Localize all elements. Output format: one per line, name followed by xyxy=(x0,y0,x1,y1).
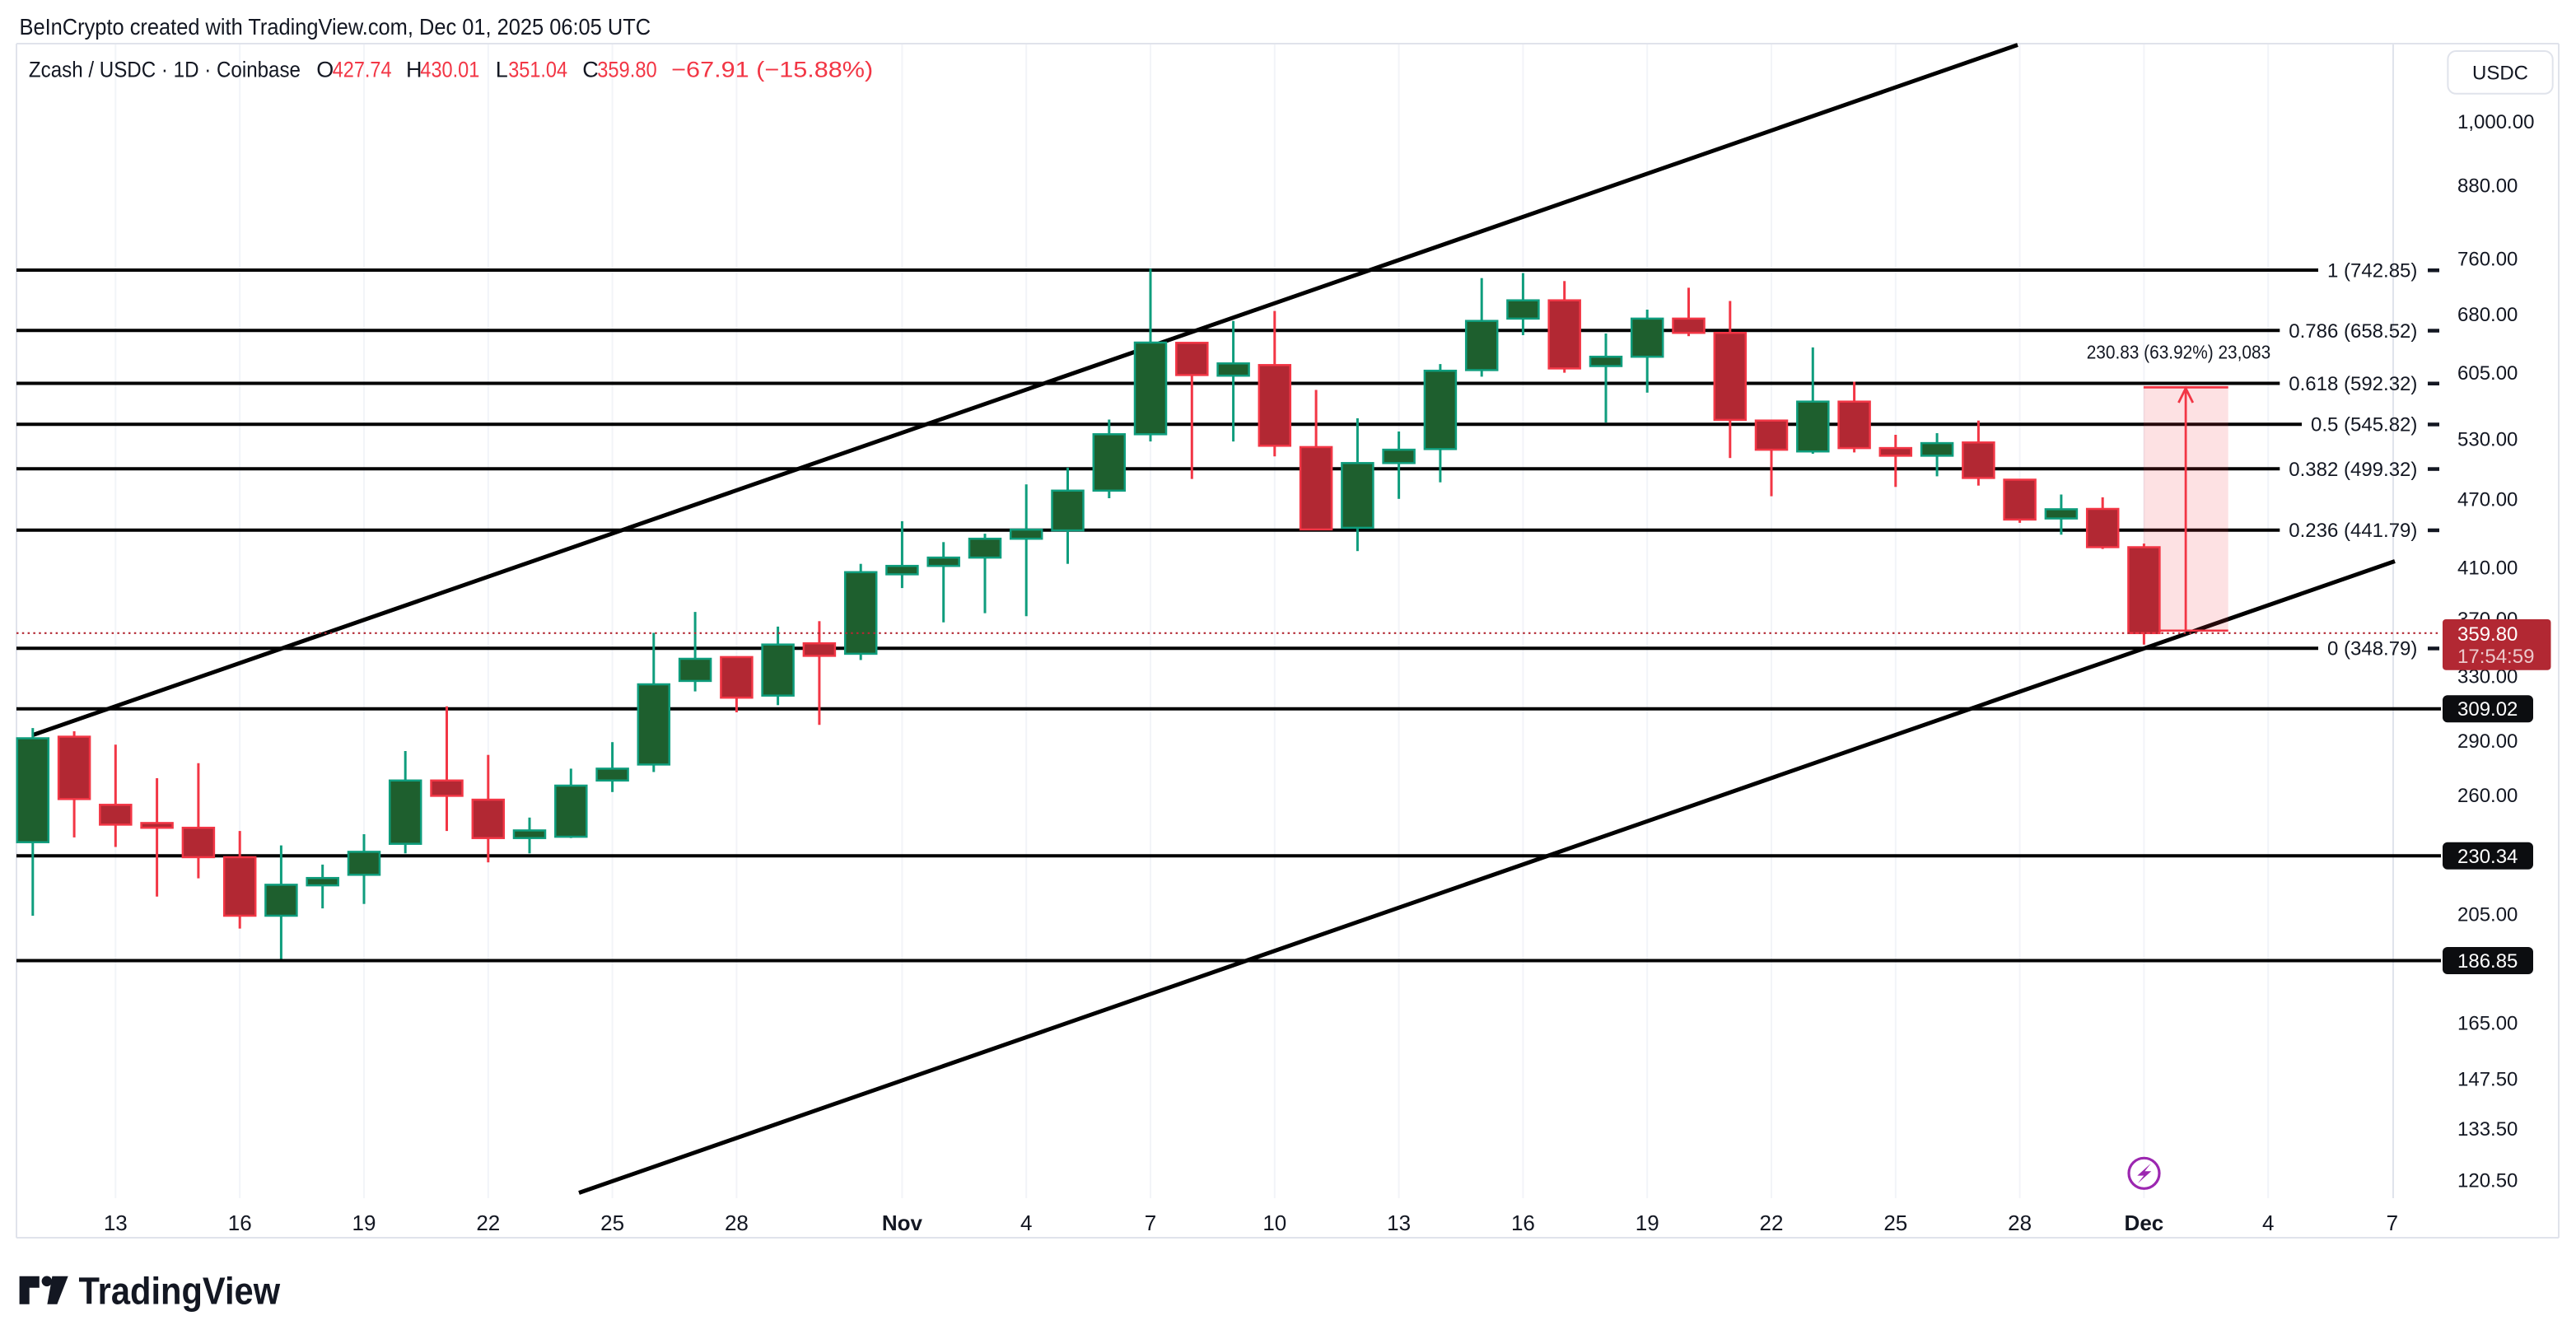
svg-text:186.85: 186.85 xyxy=(2457,950,2518,973)
svg-text:4: 4 xyxy=(2262,1211,2274,1235)
svg-text:USDC: USDC xyxy=(2472,63,2528,85)
svg-text:1,000.00: 1,000.00 xyxy=(2457,111,2534,133)
svg-text:260.00: 260.00 xyxy=(2457,785,2518,807)
svg-text:Nov: Nov xyxy=(882,1211,923,1235)
svg-text:0.786 (658.52): 0.786 (658.52) xyxy=(2289,320,2417,343)
svg-text:359.80: 359.80 xyxy=(597,58,657,82)
svg-text:410.00: 410.00 xyxy=(2457,558,2518,580)
svg-text:17:54:59: 17:54:59 xyxy=(2457,646,2534,668)
svg-text:0.5 (545.82): 0.5 (545.82) xyxy=(2311,414,2417,436)
svg-text:TradingView: TradingView xyxy=(79,1270,281,1313)
svg-text:880.00: 880.00 xyxy=(2457,175,2518,198)
svg-text:359.80: 359.80 xyxy=(2457,623,2518,646)
svg-text:7: 7 xyxy=(2387,1211,2398,1235)
svg-text:−67.91 (−15.88%): −67.91 (−15.88%) xyxy=(671,58,873,82)
svg-text:19: 19 xyxy=(352,1211,376,1235)
svg-text:16: 16 xyxy=(1511,1211,1535,1235)
svg-text:760.00: 760.00 xyxy=(2457,249,2518,271)
svg-text:Dec: Dec xyxy=(2125,1211,2164,1235)
svg-text:230.34: 230.34 xyxy=(2457,846,2518,868)
svg-text:BeInCrypto created with Tradin: BeInCrypto created with TradingView.com,… xyxy=(20,14,651,40)
svg-text:530.00: 530.00 xyxy=(2457,429,2518,451)
svg-text:205.00: 205.00 xyxy=(2457,904,2518,926)
svg-text:0.236 (441.79): 0.236 (441.79) xyxy=(2289,520,2417,542)
svg-text:430.01: 430.01 xyxy=(420,58,479,82)
svg-text:13: 13 xyxy=(104,1211,128,1235)
svg-text:19: 19 xyxy=(1636,1211,1659,1235)
svg-text:22: 22 xyxy=(1760,1211,1784,1235)
svg-text:25: 25 xyxy=(600,1211,624,1235)
svg-text:427.74: 427.74 xyxy=(333,58,392,82)
svg-text:28: 28 xyxy=(725,1211,749,1235)
svg-text:165.00: 165.00 xyxy=(2457,1012,2518,1034)
svg-text:309.02: 309.02 xyxy=(2457,698,2518,721)
svg-text:7: 7 xyxy=(1145,1211,1156,1235)
svg-text:133.50: 133.50 xyxy=(2457,1118,2518,1141)
svg-text:13: 13 xyxy=(1387,1211,1411,1235)
svg-text:680.00: 680.00 xyxy=(2457,304,2518,326)
svg-text:0.618 (592.32): 0.618 (592.32) xyxy=(2289,373,2417,395)
svg-text:C: C xyxy=(582,58,599,82)
svg-text:470.00: 470.00 xyxy=(2457,489,2518,511)
svg-text:O: O xyxy=(316,58,334,82)
svg-text:25: 25 xyxy=(1883,1211,1907,1235)
svg-text:0 (348.79): 0 (348.79) xyxy=(2327,638,2417,660)
svg-text:28: 28 xyxy=(2008,1211,2032,1235)
svg-text:4: 4 xyxy=(1020,1211,1032,1235)
svg-text:351.04: 351.04 xyxy=(508,58,567,82)
svg-text:605.00: 605.00 xyxy=(2457,362,2518,385)
svg-text:Zcash / USDC · 1D · Coinbase: Zcash / USDC · 1D · Coinbase xyxy=(29,58,301,82)
svg-text:L: L xyxy=(496,58,508,82)
svg-text:16: 16 xyxy=(228,1211,252,1235)
svg-text:120.50: 120.50 xyxy=(2457,1169,2518,1192)
svg-text:147.50: 147.50 xyxy=(2457,1069,2518,1091)
svg-text:10: 10 xyxy=(1262,1211,1286,1235)
svg-text:1 (742.85): 1 (742.85) xyxy=(2327,260,2417,282)
svg-text:0.382 (499.32): 0.382 (499.32) xyxy=(2289,459,2417,481)
svg-text:290.00: 290.00 xyxy=(2457,730,2518,753)
svg-text:22: 22 xyxy=(476,1211,500,1235)
svg-text:H: H xyxy=(406,58,422,82)
svg-text:230.83 (63.92%) 23,083: 230.83 (63.92%) 23,083 xyxy=(2087,342,2271,363)
